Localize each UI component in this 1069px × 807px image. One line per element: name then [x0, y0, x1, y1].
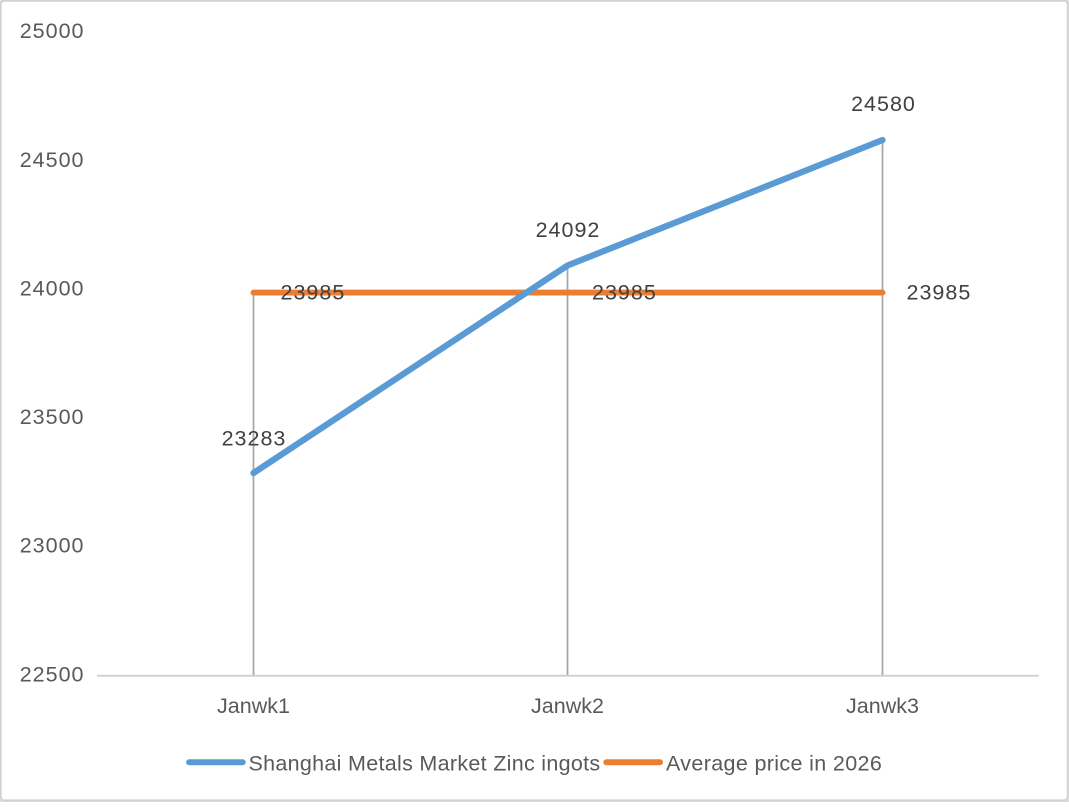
svg-text:25000: 25000: [20, 19, 85, 43]
svg-text:22500: 22500: [20, 662, 85, 686]
svg-text:23000: 23000: [20, 534, 85, 558]
svg-text:Janwk3: Janwk3: [846, 694, 919, 718]
svg-text:Janwk2: Janwk2: [531, 694, 604, 718]
svg-text:23985: 23985: [907, 281, 972, 305]
svg-text:24500: 24500: [20, 148, 85, 172]
svg-text:23500: 23500: [20, 405, 85, 429]
svg-text:23985: 23985: [592, 281, 657, 305]
svg-text:Janwk1: Janwk1: [217, 694, 290, 718]
svg-text:Shanghai Metals Market Zinc in: Shanghai Metals Market Zinc ingots: [249, 751, 601, 775]
svg-text:24092: 24092: [536, 218, 601, 242]
svg-text:24580: 24580: [851, 92, 916, 116]
svg-text:24000: 24000: [20, 277, 85, 301]
svg-text:23985: 23985: [281, 281, 346, 305]
svg-text:23283: 23283: [222, 426, 287, 450]
svg-text:Average price in 2026: Average price in 2026: [666, 751, 882, 775]
